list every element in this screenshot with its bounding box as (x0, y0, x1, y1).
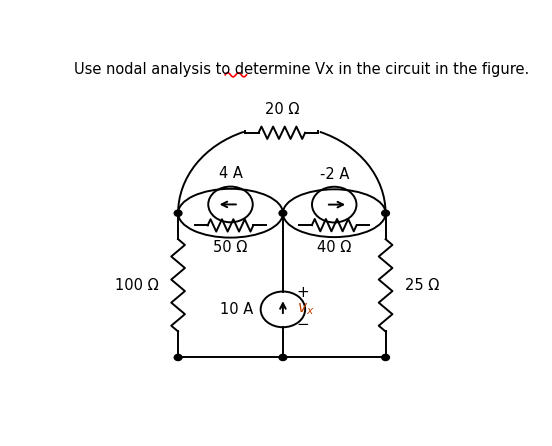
Text: 50 Ω: 50 Ω (214, 240, 248, 255)
Text: 100 Ω: 100 Ω (115, 278, 159, 293)
Text: $v_x$: $v_x$ (296, 301, 314, 317)
Circle shape (279, 355, 286, 360)
Circle shape (174, 210, 182, 216)
Circle shape (174, 355, 182, 360)
Text: Use nodal analysis to determine Vx in the circuit in the figure.: Use nodal analysis to determine Vx in th… (74, 62, 529, 77)
Text: 10 A: 10 A (220, 302, 253, 317)
Text: 25 Ω: 25 Ω (405, 278, 439, 293)
Text: 20 Ω: 20 Ω (264, 102, 299, 117)
Circle shape (382, 210, 389, 216)
Text: -2 A: -2 A (320, 167, 349, 182)
Text: +: + (296, 285, 309, 300)
Circle shape (279, 210, 286, 216)
Text: −: − (296, 318, 309, 332)
Text: 40 Ω: 40 Ω (317, 240, 352, 255)
Circle shape (382, 355, 389, 360)
Text: 4 A: 4 A (219, 166, 242, 181)
